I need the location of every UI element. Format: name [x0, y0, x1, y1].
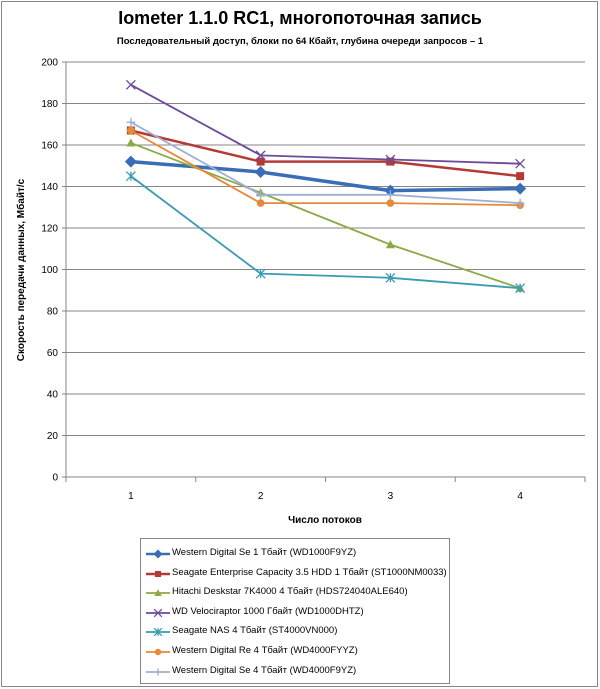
data-point: [385, 190, 395, 200]
axes: [62, 61, 586, 482]
legend-label: Western Digital Se 4 Тбайт (WD4000F9YZ): [172, 664, 357, 676]
y-tick-label: 200: [41, 58, 58, 69]
y-tick-label: 160: [41, 141, 58, 152]
data-point: [386, 157, 395, 166]
legend-label: Western Digital Re 4 Тбайт (WD4000FYYZ): [172, 645, 358, 656]
data-point: [516, 172, 525, 181]
data-point: [256, 190, 266, 200]
legend-item: Seagate Enterprise Capacity 3.5 HDD 1 Тб…: [141, 565, 449, 583]
gridlines: [66, 61, 585, 478]
legend-swatch: [146, 549, 170, 559]
data-point: [125, 79, 136, 90]
legend-item: Western Digital Se 4 Тбайт (WD4000F9YZ): [141, 663, 449, 681]
legend-item: Seagate NAS 4 Тбайт (ST4000VN000): [141, 623, 449, 641]
x-tick-label: 3: [388, 491, 394, 502]
series-line: [130, 129, 521, 178]
y-tick-label: 0: [52, 473, 58, 484]
legend-swatch: [146, 608, 170, 618]
legend-label: Seagate Enterprise Capacity 3.5 HDD 1 Тб…: [172, 566, 447, 578]
series-line: [130, 84, 521, 165]
legend-item: Hitachi Deskstar 7K4000 4 Тбайт (HDS7240…: [141, 584, 449, 602]
data-point: [127, 126, 135, 135]
series-line: [130, 142, 521, 290]
legend-label: Hitachi Deskstar 7K4000 4 Тбайт (HDS7240…: [172, 586, 408, 598]
data-point: [386, 199, 395, 207]
data-point: [515, 198, 525, 208]
series-6: [127, 126, 524, 209]
x-tick-label: 4: [517, 491, 523, 502]
series-4: [125, 79, 526, 169]
legend-swatch: [146, 667, 170, 676]
y-tick-label: 80: [47, 307, 59, 318]
series-7: [126, 117, 525, 208]
x-tick-label: 2: [258, 491, 264, 502]
data-point: [125, 171, 136, 182]
legend-label: Seagate NAS 4 Тбайт (ST4000VN000): [172, 625, 338, 637]
legend-item: WD Velociraptor 1000 Гбайт (WD1000DHTZ): [141, 604, 449, 622]
y-tick-label: 100: [41, 265, 58, 276]
y-tick-label: 40: [47, 390, 59, 401]
plot-area: 0 20 40 60 80 100 120 140 160 180 200 1 2 3 4 Число по…: [15, 58, 586, 526]
data-point: [385, 240, 395, 249]
legend-item: Western Digital Re 4 Тбайт (WD4000FYYZ): [141, 643, 449, 661]
series-lines: [124, 79, 527, 294]
series-5: [125, 171, 526, 294]
data-point: [126, 138, 136, 147]
y-tick-label: 180: [41, 99, 58, 110]
y-tick-label: 140: [41, 182, 58, 193]
tick-labels: 0 20 40 60 80 100 120 140 160 180 200 1 2 3 4: [41, 58, 523, 503]
data-point: [385, 272, 396, 283]
legend-label: WD Velociraptor 1000 Гбайт (WD1000DHTZ): [172, 605, 364, 617]
legend: Western Digital Se 1 Тбайт (WD1000F9YZ) S…: [140, 538, 450, 684]
x-tick-label: 1: [128, 491, 134, 502]
data-point: [126, 117, 136, 127]
legend-swatch: [146, 648, 170, 656]
y-tick-label: 60: [47, 348, 59, 359]
data-point: [515, 158, 526, 169]
data-point: [256, 199, 265, 207]
legend-swatch: [146, 570, 170, 577]
data-point: [255, 150, 266, 161]
data-point: [385, 154, 396, 165]
data-point: [256, 157, 265, 166]
data-point: [515, 283, 526, 294]
legend-label: Western Digital Se 1 Тбайт (WD1000F9YZ): [172, 547, 357, 558]
series-line: [130, 121, 521, 204]
series-line: [130, 175, 521, 290]
series-line: [130, 129, 521, 207]
data-point: [124, 155, 137, 168]
legend-item: Western Digital Se 1 Тбайт (WD1000F9YZ): [141, 545, 449, 563]
legend-swatch: [146, 628, 170, 637]
chart-subtitle: Последовательный доступ, блоки по 64 Кба…: [116, 36, 484, 47]
data-point: [255, 268, 266, 279]
x-axis-title: Число потоков: [288, 515, 362, 526]
y-axis-title: Скорость передачи данных, Мбайт/с: [15, 178, 27, 361]
data-point: [514, 182, 527, 195]
y-tick-label: 20: [47, 431, 59, 442]
y-tick-label: 120: [41, 224, 58, 235]
data-point: [254, 165, 267, 178]
legend-swatch: [146, 589, 170, 597]
chart-title: Iometer 1.1.0 RC1, многопоточная запись: [118, 8, 482, 28]
